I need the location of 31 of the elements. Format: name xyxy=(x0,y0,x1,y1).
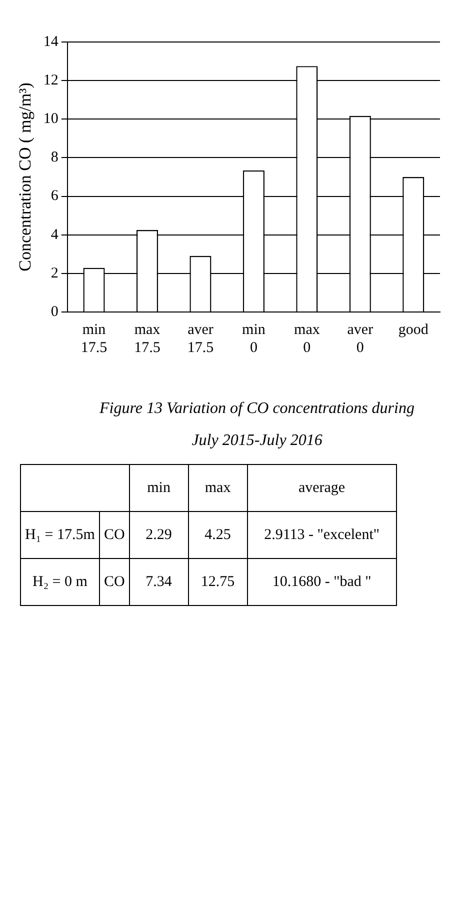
text: H₂ = 0 m xyxy=(20,558,100,606)
x-tick-label: aver 0 xyxy=(347,322,374,356)
text: 4.25 xyxy=(188,512,248,558)
text: 2.9113 - "excelent" xyxy=(247,512,396,558)
y-tick-label: 2 xyxy=(50,265,58,282)
x-tick-label: min 0 xyxy=(242,322,266,356)
y-tick-label: 12 xyxy=(43,72,58,89)
text: average xyxy=(247,464,396,512)
text: CO xyxy=(99,558,130,606)
text: max xyxy=(188,464,248,512)
x-tick-label: good xyxy=(398,322,429,338)
text: July 2015-July 2016 xyxy=(190,432,324,450)
text: CO xyxy=(99,512,130,558)
x-tick-label: max 17.5 xyxy=(134,322,161,356)
text: 10.1680 - "bad " xyxy=(247,558,396,606)
caption: Figure 13 Variation of CO concentrations during xyxy=(98,400,416,418)
x-tick-label: aver 17.5 xyxy=(187,322,214,356)
y-tick-label: 4 xyxy=(50,226,59,243)
y-tick-label: 10 xyxy=(43,111,58,128)
y-tick-label: 8 xyxy=(50,150,58,166)
text: 7.34 xyxy=(129,558,188,606)
text: 12.75 xyxy=(188,558,248,606)
y-tick-label: 0 xyxy=(50,304,58,320)
y-tick-label: 6 xyxy=(50,188,59,204)
text: min xyxy=(129,464,188,512)
y-axis-title: Concentration CO ( mg/m³) xyxy=(16,82,35,272)
x-tick-label: max 0 xyxy=(294,322,320,356)
text: H₁ = 17.5m xyxy=(20,512,100,558)
x-tick-label: min 17.5 xyxy=(80,322,108,356)
text: 2.29 xyxy=(129,512,188,558)
y-tick-label: 14 xyxy=(43,34,59,50)
